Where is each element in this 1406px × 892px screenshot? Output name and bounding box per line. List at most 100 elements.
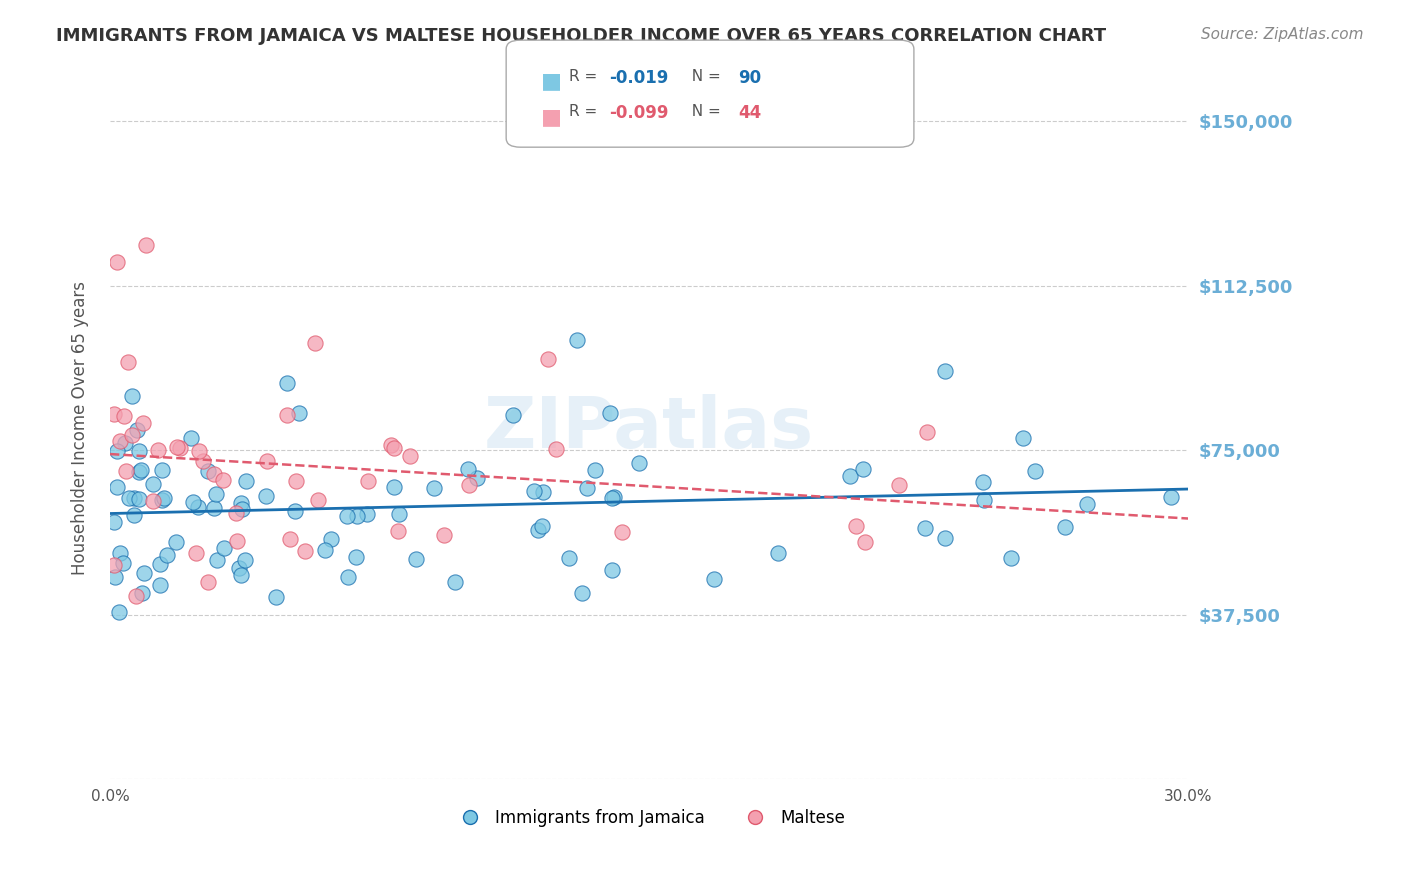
Point: [108, 546, 131, 560]
Text: IMMIGRANTS FROM JAMAICA VS MALTESE HOUSEHOLDER INCOME OVER 65 YEARS CORRELATION : IMMIGRANTS FROM JAMAICA VS MALTESE HOUSE…: [56, 27, 1107, 45]
Point: [915, 425, 938, 439]
Point: [766, 546, 789, 560]
Text: 44: 44: [738, 104, 762, 122]
Text: ZIPatlas: ZIPatlas: [484, 393, 814, 463]
Point: [202, 467, 225, 481]
Point: [321, 532, 343, 546]
Point: [284, 475, 307, 489]
Text: 90: 90: [738, 69, 761, 87]
Legend: Immigrants from Jamaica, Maltese: Immigrants from Jamaica, Maltese: [447, 803, 852, 834]
Point: [839, 469, 862, 483]
Point: [526, 523, 548, 537]
Point: [188, 444, 211, 458]
Point: [103, 515, 125, 529]
Point: [1024, 465, 1046, 479]
Point: [387, 524, 409, 538]
Point: [254, 489, 277, 503]
Y-axis label: Householder Income Over 65 years: Householder Income Over 65 years: [72, 281, 89, 575]
Point: [284, 504, 307, 518]
Point: [121, 427, 143, 442]
Point: [150, 463, 173, 477]
Point: [405, 552, 427, 566]
Point: [444, 575, 467, 590]
Point: [135, 238, 157, 252]
Point: [307, 492, 329, 507]
Point: [183, 495, 205, 509]
Point: [107, 606, 129, 620]
Point: [336, 509, 359, 524]
Point: [357, 475, 380, 489]
Point: [187, 500, 209, 514]
Point: [537, 351, 560, 366]
Point: [105, 443, 128, 458]
Point: [853, 535, 876, 549]
Point: [433, 528, 456, 542]
Point: [1000, 550, 1022, 565]
Point: [118, 491, 141, 505]
Point: [131, 586, 153, 600]
Point: [225, 506, 247, 520]
Point: [142, 494, 165, 508]
Point: [142, 477, 165, 491]
Point: [148, 578, 170, 592]
Point: [599, 406, 621, 420]
Point: [204, 486, 226, 500]
Point: [576, 481, 599, 495]
Point: [105, 480, 128, 494]
Point: [558, 550, 581, 565]
Point: [125, 589, 148, 603]
Point: [105, 254, 128, 268]
Point: [973, 492, 995, 507]
Point: [104, 569, 127, 583]
Point: [212, 474, 235, 488]
Point: [1160, 490, 1182, 504]
Point: [502, 408, 524, 422]
Point: [934, 531, 956, 545]
Point: [544, 442, 567, 456]
Point: [628, 456, 651, 470]
Point: [344, 550, 367, 565]
Point: [887, 477, 910, 491]
Point: [336, 570, 359, 584]
Point: [610, 524, 633, 539]
Point: [184, 546, 207, 560]
Point: [131, 463, 153, 477]
Point: [124, 508, 146, 523]
Point: [115, 463, 138, 477]
Point: [146, 443, 169, 458]
Text: -0.019: -0.019: [609, 69, 668, 87]
Point: [169, 441, 191, 455]
Point: [703, 572, 725, 586]
Point: [852, 462, 875, 476]
Point: [205, 552, 228, 566]
Point: [233, 553, 256, 567]
Text: -0.099: -0.099: [609, 104, 668, 122]
Point: [231, 496, 253, 510]
Text: R =: R =: [569, 69, 603, 84]
Point: [531, 519, 554, 533]
Point: [202, 501, 225, 516]
Point: [423, 481, 446, 495]
Point: [294, 544, 316, 558]
Point: [128, 465, 150, 479]
Point: [165, 534, 187, 549]
Point: [571, 586, 593, 600]
Point: [124, 491, 146, 505]
Point: [132, 416, 155, 430]
Point: [531, 484, 554, 499]
Point: [114, 409, 136, 424]
Point: [152, 491, 174, 506]
Point: [166, 440, 188, 454]
Point: [264, 590, 287, 604]
Point: [603, 491, 626, 505]
Point: [197, 464, 219, 478]
Point: [276, 408, 298, 422]
Point: [197, 574, 219, 589]
Point: [112, 556, 135, 570]
Point: [128, 492, 150, 507]
Point: [356, 507, 378, 521]
Point: [149, 557, 172, 571]
Point: [114, 435, 136, 450]
Point: [128, 444, 150, 458]
Point: [256, 453, 278, 467]
